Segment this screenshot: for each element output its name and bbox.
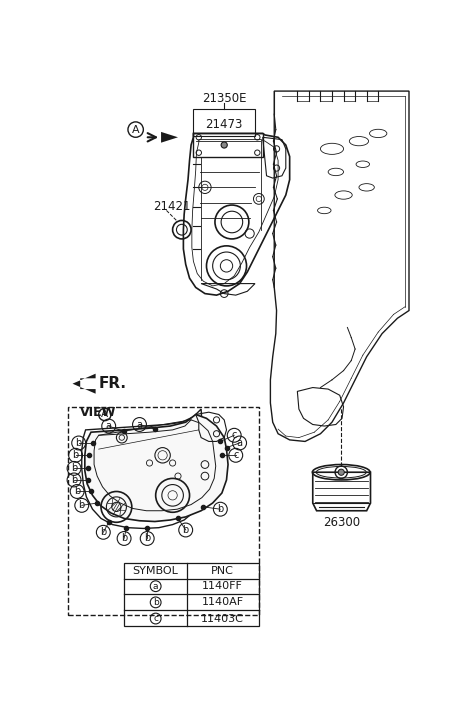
Text: b: b bbox=[100, 527, 106, 537]
Circle shape bbox=[337, 469, 344, 475]
Text: c: c bbox=[231, 430, 236, 441]
Polygon shape bbox=[161, 132, 178, 142]
Polygon shape bbox=[73, 374, 95, 394]
Text: SYMBOL: SYMBOL bbox=[133, 566, 178, 576]
Text: c: c bbox=[233, 450, 238, 460]
Text: a: a bbox=[136, 419, 142, 430]
Text: b: b bbox=[144, 534, 150, 544]
Text: 21421: 21421 bbox=[153, 200, 190, 213]
Text: 1140AF: 1140AF bbox=[201, 598, 243, 607]
Bar bbox=[193, 109, 254, 136]
Text: b: b bbox=[182, 525, 188, 535]
Text: b: b bbox=[71, 475, 77, 485]
Text: b: b bbox=[78, 500, 85, 510]
Bar bbox=[193, 134, 262, 156]
Text: a: a bbox=[236, 438, 242, 448]
Text: PNC: PNC bbox=[211, 566, 234, 576]
Text: 11403C: 11403C bbox=[201, 614, 244, 624]
Text: b: b bbox=[75, 438, 82, 448]
Text: 21350E: 21350E bbox=[202, 92, 246, 105]
Text: A: A bbox=[101, 409, 108, 419]
Text: 26300: 26300 bbox=[322, 515, 359, 529]
Bar bbox=[124, 563, 258, 626]
Text: a: a bbox=[152, 582, 158, 591]
Text: b: b bbox=[217, 505, 223, 514]
Text: b: b bbox=[73, 450, 78, 460]
Text: 1140FF: 1140FF bbox=[202, 581, 242, 591]
Text: a: a bbox=[106, 421, 112, 431]
Polygon shape bbox=[84, 414, 228, 521]
Text: c: c bbox=[153, 614, 158, 623]
Circle shape bbox=[221, 142, 227, 148]
Text: VIEW: VIEW bbox=[79, 406, 116, 419]
Text: FR.: FR. bbox=[99, 376, 126, 391]
Text: b: b bbox=[74, 486, 80, 497]
Text: b: b bbox=[152, 598, 158, 607]
Text: A: A bbox=[132, 124, 139, 134]
Bar bbox=[68, 407, 258, 615]
Text: b: b bbox=[71, 463, 77, 473]
Text: 21473: 21473 bbox=[205, 118, 242, 131]
Text: b: b bbox=[121, 534, 127, 544]
